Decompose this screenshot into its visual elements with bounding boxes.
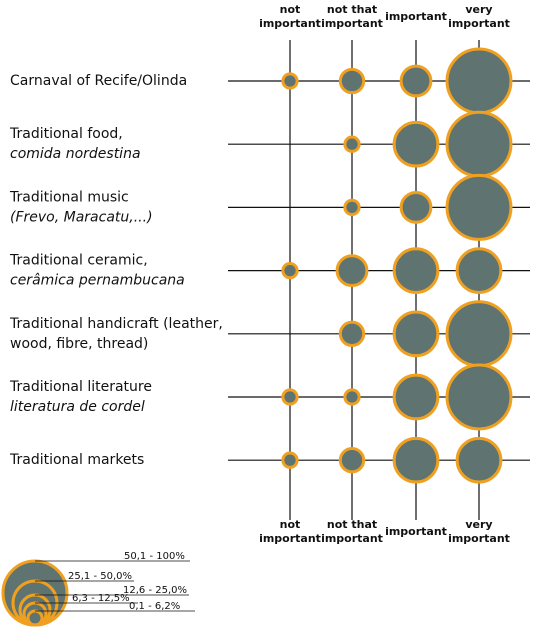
column-label: important — [321, 532, 383, 545]
bubble — [445, 363, 513, 431]
bubble — [445, 110, 513, 178]
bubble — [343, 198, 361, 217]
row-label: Traditional food, — [9, 126, 123, 142]
column-label: important — [321, 17, 383, 30]
bubble — [338, 67, 366, 95]
bubble — [281, 451, 299, 469]
legend-label: 50,1 - 100% — [124, 551, 185, 562]
bubble — [455, 247, 503, 294]
bubble — [343, 388, 361, 406]
column-label: important — [259, 532, 321, 545]
bubble — [392, 247, 440, 294]
column-label: very — [465, 518, 492, 531]
bubble — [392, 310, 440, 358]
row-label: cerâmica pernambucana — [10, 273, 185, 289]
row-label: comida nordestina — [10, 146, 141, 162]
row-label: Traditional literature — [9, 379, 152, 395]
bubble — [392, 120, 440, 168]
legend-label: 0,1 - 6,2% — [129, 601, 180, 612]
column-label: not that — [327, 3, 377, 16]
row-label: Traditional markets — [9, 452, 144, 468]
column-label: very — [465, 3, 492, 16]
bubble — [338, 320, 366, 347]
legend-label: 6,3 - 12,5% — [72, 593, 130, 604]
column-label: not — [280, 518, 301, 531]
column-label: important — [448, 532, 510, 545]
bubble — [281, 388, 299, 406]
bubble — [445, 173, 513, 241]
legend-circle — [1, 559, 69, 627]
bubble — [445, 47, 513, 115]
bubble — [281, 72, 299, 90]
bubble — [455, 436, 503, 484]
legend-label: 25,1 - 50,0% — [68, 571, 132, 582]
column-label: not that — [327, 518, 377, 531]
column-label: important — [385, 525, 447, 538]
column-label: important — [448, 17, 510, 30]
row-label: Carnaval of Recife/Olinda — [10, 73, 187, 89]
row-label: wood, fibre, thread) — [10, 336, 148, 352]
row-label: Traditional ceramic, — [9, 253, 148, 269]
bubble — [399, 191, 433, 224]
bubble — [338, 447, 366, 474]
bubble — [392, 436, 440, 484]
bubble — [399, 64, 433, 98]
bubble — [445, 300, 513, 368]
bubble — [335, 254, 369, 287]
row-label: (Frevo, Maracatu,...) — [10, 209, 153, 225]
column-label: important — [259, 17, 321, 30]
column-label: important — [385, 10, 447, 23]
bubble — [343, 135, 361, 153]
column-label: not — [280, 3, 301, 16]
row-label: Traditional handicraft (leather, — [9, 316, 223, 332]
row-label: Traditional music — [9, 189, 129, 205]
bubble — [392, 373, 440, 421]
legend-label: 12,6 - 25,0% — [123, 585, 187, 596]
row-label: literatura de cordel — [10, 399, 145, 415]
bubble — [281, 261, 299, 280]
